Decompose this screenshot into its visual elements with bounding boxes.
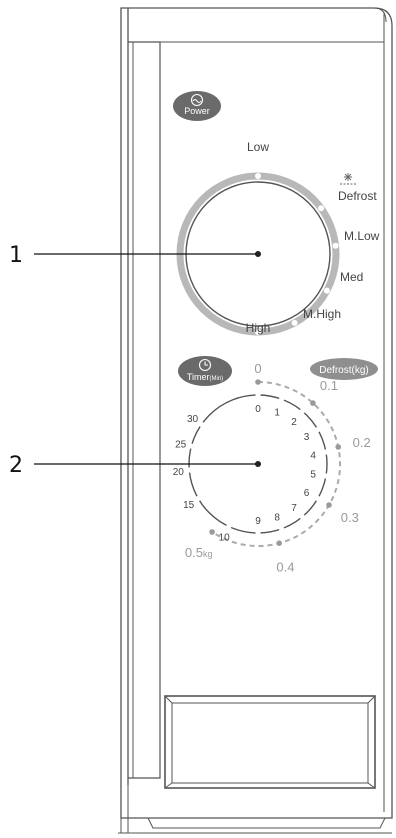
timer-minute-label-8: 8 xyxy=(274,513,280,524)
weight-unit-label: kg xyxy=(203,549,213,559)
weight-label-0.4: 0.4 xyxy=(276,559,294,574)
defrost-weight-arc xyxy=(209,381,342,547)
power-level-tick-1 xyxy=(318,205,325,212)
timer-tick-7 xyxy=(299,514,305,520)
power-badge-label: Power xyxy=(184,106,210,116)
weight-label-0: 0 xyxy=(254,361,261,376)
timer-minute-label-2: 2 xyxy=(291,417,297,428)
weight-dot-0 xyxy=(255,379,261,385)
timer-tick-1 xyxy=(279,396,285,402)
defrost-icon xyxy=(340,173,356,185)
weight-label-0.5: 0.5kg xyxy=(185,545,213,560)
timer-minute-label-3: 3 xyxy=(304,432,310,443)
weight-label-0.2: 0.2 xyxy=(353,435,371,450)
timer-tick-5 xyxy=(323,473,329,479)
timer-tick-30 xyxy=(198,421,205,427)
power-level-label-m-high: M.High xyxy=(303,307,341,321)
defrost-weight-badge-label: Defrost(kg) xyxy=(319,365,368,376)
power-level-tick-5 xyxy=(255,329,261,335)
power-level-label-high: High xyxy=(246,321,271,335)
timer-minute-label-0: 0 xyxy=(255,404,261,415)
timer-minute-label-30: 30 xyxy=(187,414,199,425)
timer-badge-unit: (Min) xyxy=(210,376,224,382)
timer-minute-label-10: 10 xyxy=(219,533,231,544)
power-level-ticks xyxy=(255,173,339,335)
timer-tick-10 xyxy=(226,523,232,530)
timer-minute-label-1: 1 xyxy=(274,407,280,418)
timer-minute-label-15: 15 xyxy=(183,500,195,511)
timer-minute-label-9: 9 xyxy=(255,516,261,527)
power-icon xyxy=(190,93,204,107)
power-level-tick-0 xyxy=(255,173,261,179)
defrost-weight-badge: Defrost(kg) xyxy=(310,358,378,380)
power-level-tick-3 xyxy=(323,287,330,294)
weight-dot-0.2 xyxy=(335,444,342,450)
power-level-label-med: Med xyxy=(340,270,363,284)
timer-tick-0 xyxy=(255,392,261,398)
power-level-tick-2 xyxy=(332,242,339,249)
power-badge: Power xyxy=(173,91,221,121)
timer-minute-ticks xyxy=(186,392,329,536)
weight-dot-0.1 xyxy=(310,400,316,406)
timer-minute-label-25: 25 xyxy=(175,439,187,450)
timer-minute-label-7: 7 xyxy=(291,503,297,514)
power-level-label-defrost: Defrost xyxy=(338,189,377,203)
timer-tick-25 xyxy=(188,443,194,449)
timer-tick-8 xyxy=(279,526,285,532)
power-level-tick-4 xyxy=(291,319,298,326)
defrost-weight-dots xyxy=(209,379,342,546)
power-level-label-low: Low xyxy=(247,140,269,154)
weight-label-0.1: 0.1 xyxy=(320,378,338,393)
callout-2: 2 xyxy=(9,453,256,478)
power-level-label-m-low: M.Low xyxy=(344,229,380,243)
weight-dot-0.3 xyxy=(326,502,332,508)
timer-badge-text: Timer xyxy=(187,372,210,382)
timer-badge: Timer(Min) xyxy=(178,356,232,386)
door-handle-recess[interactable] xyxy=(164,695,376,789)
weight-label-0.3: 0.3 xyxy=(341,510,359,525)
weight-dot-0.4 xyxy=(276,540,283,546)
panel-outline xyxy=(118,7,393,834)
timer-tick-20 xyxy=(186,467,192,473)
defrost-weight-labels: 0 0.1 0.2 0.3 0.4 0.5kg xyxy=(185,361,371,574)
timer-tick-15 xyxy=(195,495,201,502)
timer-tick-9 xyxy=(255,530,261,536)
timer-minute-label-5: 5 xyxy=(310,470,316,481)
timer-tick-6 xyxy=(315,495,321,502)
timer-tick-3 xyxy=(315,426,321,433)
timer-minute-label-4: 4 xyxy=(310,450,316,461)
timer-minute-label-20: 20 xyxy=(173,467,185,478)
timer-minute-label-6: 6 xyxy=(304,488,310,499)
callout-1: 1 xyxy=(9,243,256,268)
callout-number-1: 1 xyxy=(9,243,23,268)
clock-icon xyxy=(198,358,212,372)
weight-dot-0.5 xyxy=(209,529,215,535)
timer-badge-label: Timer(Min) xyxy=(187,372,223,382)
timer-tick-4 xyxy=(323,449,329,455)
timer-tick-2 xyxy=(299,408,305,414)
callout-number-2: 2 xyxy=(9,453,23,478)
